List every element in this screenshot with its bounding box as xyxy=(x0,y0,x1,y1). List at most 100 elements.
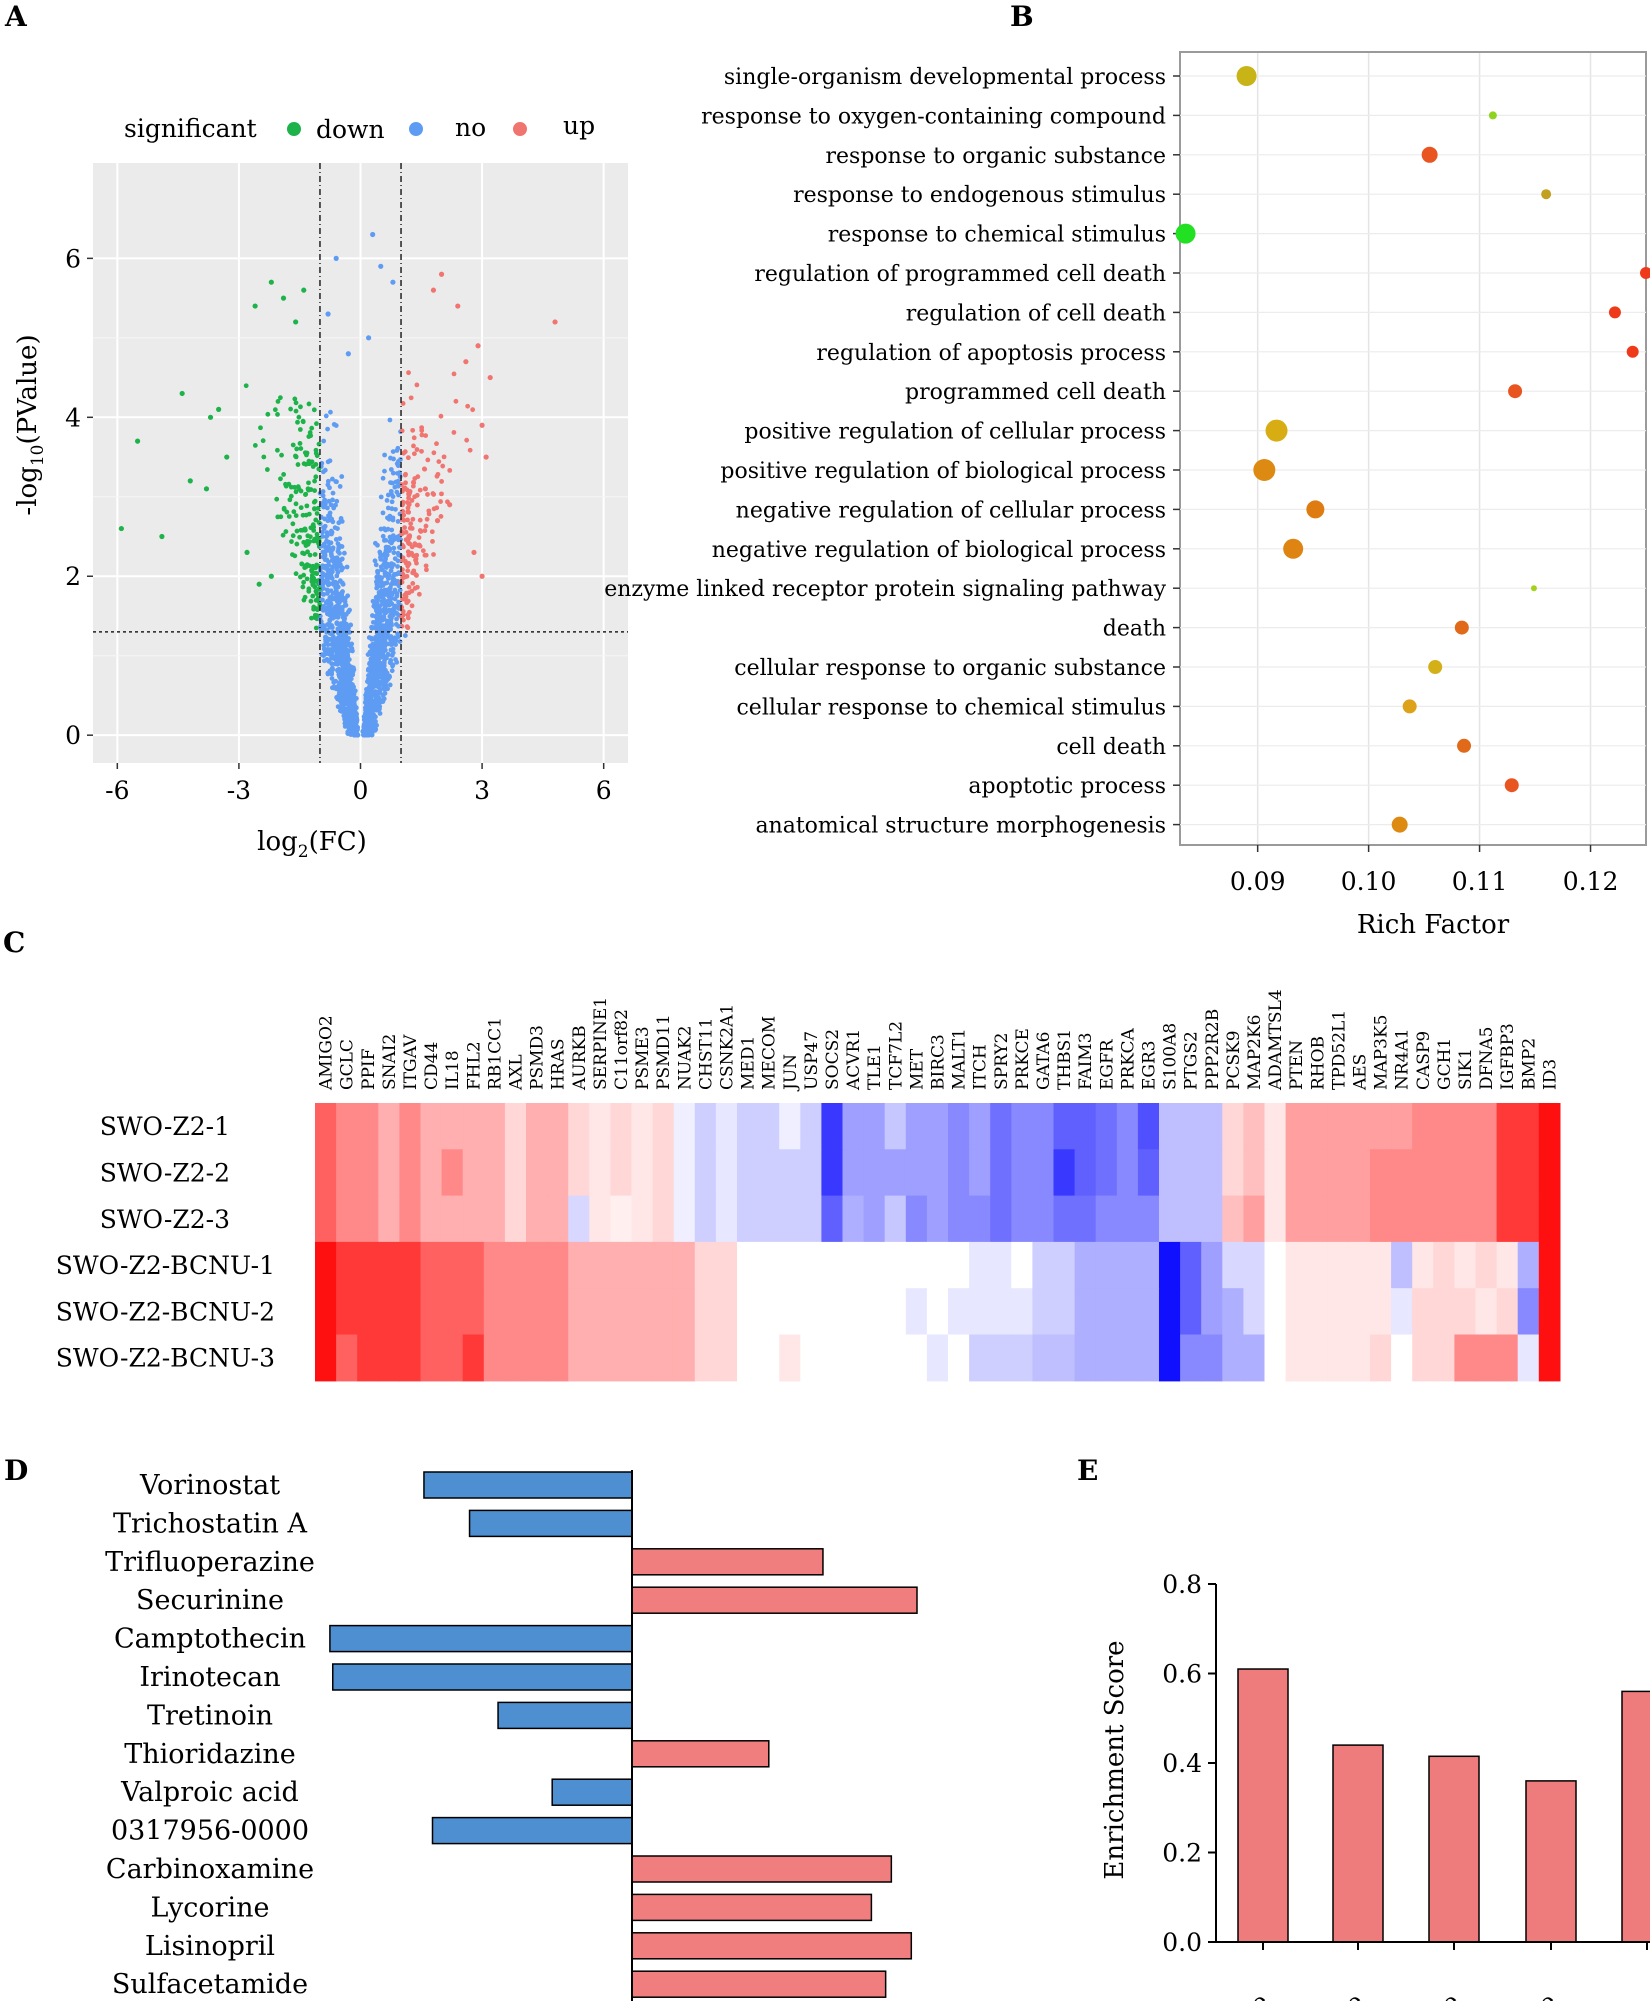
heatmap-cell xyxy=(399,1103,422,1150)
heatmap-cell xyxy=(863,1195,886,1243)
gene-point xyxy=(321,646,327,652)
term-label: response to oxygen-containing compound xyxy=(701,104,1166,129)
gene-point xyxy=(375,631,381,637)
gene-point xyxy=(377,640,383,645)
gene-point-no xyxy=(325,311,331,317)
gene-point xyxy=(394,616,399,622)
gene-point xyxy=(326,636,332,642)
gene-point xyxy=(407,490,412,496)
heatmap-cell xyxy=(1348,1288,1371,1336)
gene-point xyxy=(431,552,436,557)
gene-point xyxy=(390,590,395,596)
gene-point xyxy=(293,501,299,507)
gene-point xyxy=(395,550,401,556)
gene-point xyxy=(417,543,423,549)
gene-point xyxy=(339,694,345,700)
gene-point xyxy=(321,504,327,510)
heatmap-cell xyxy=(969,1288,991,1336)
heatmap-cell xyxy=(336,1334,358,1382)
gene-point xyxy=(381,538,387,543)
gene-point xyxy=(365,679,370,684)
heatmap-cell xyxy=(1053,1288,1076,1336)
heatmap-cell xyxy=(610,1288,633,1336)
term-bubble xyxy=(1306,500,1325,519)
gene-point xyxy=(405,563,411,569)
heatmap-cell xyxy=(336,1149,358,1197)
heatmap-cell xyxy=(990,1334,1012,1382)
gene-point xyxy=(385,492,391,498)
gene-point xyxy=(408,521,414,527)
heatmap-cell xyxy=(336,1103,358,1150)
heatmap-cell xyxy=(1370,1195,1392,1243)
gene-label: DFNA5 xyxy=(1477,1027,1497,1090)
gene-label: EGFR xyxy=(1097,1038,1117,1090)
gene-point xyxy=(439,491,444,497)
gene-point xyxy=(330,476,335,482)
heatmap-cell xyxy=(1180,1195,1202,1243)
gene-point xyxy=(380,592,386,597)
gene-point-up xyxy=(479,573,485,579)
term-bubble xyxy=(1402,699,1417,714)
heatmap-cell xyxy=(1454,1241,1477,1289)
gene-point xyxy=(275,514,281,520)
gene-point xyxy=(319,533,325,539)
gene-point xyxy=(333,678,339,684)
gene-point xyxy=(382,569,388,575)
heatmap-cell xyxy=(1306,1103,1329,1150)
heatmap-cell xyxy=(1391,1103,1413,1150)
gene-point-down xyxy=(252,303,258,309)
heatmap-cell xyxy=(504,1149,527,1197)
gene-label: TCF7L2 xyxy=(886,1021,906,1090)
heatmap-cell xyxy=(905,1103,928,1150)
go-enrichment-bubble-plot: single-organism developmental process res… xyxy=(604,51,1650,940)
heatmap-cell xyxy=(1433,1288,1455,1336)
gene-point xyxy=(380,533,386,539)
gene-point xyxy=(388,467,394,472)
heatmap-cell xyxy=(483,1334,506,1382)
gene-label: TLE1 xyxy=(865,1044,885,1090)
heatmap-cell xyxy=(1475,1103,1498,1150)
gene-point xyxy=(365,667,371,673)
gene-point xyxy=(417,487,423,493)
heatmap-cell xyxy=(758,1103,780,1150)
gene-point-down xyxy=(268,279,274,285)
gene-point xyxy=(327,612,332,618)
heatmap-cell xyxy=(441,1149,464,1197)
heatmap-cell xyxy=(990,1288,1012,1336)
heatmap-cell xyxy=(905,1288,928,1336)
gene-point xyxy=(317,602,323,608)
heatmap-cell xyxy=(1285,1241,1308,1289)
gene-point-up xyxy=(475,343,481,349)
gene-point xyxy=(382,633,388,639)
heatmap-cell xyxy=(1412,1288,1434,1336)
heatmap-cell xyxy=(842,1195,865,1243)
heatmap-cell xyxy=(378,1288,400,1336)
term-label: negative regulation of cellular process xyxy=(736,498,1166,523)
x-tick-label: 3 xyxy=(474,776,490,805)
heatmap-cell xyxy=(863,1334,886,1382)
heatmap-cell xyxy=(1011,1149,1033,1197)
gene-point xyxy=(400,574,405,580)
heatmap-cell xyxy=(1348,1241,1371,1289)
heatmap-cell xyxy=(1137,1195,1160,1243)
heatmap-cell xyxy=(800,1103,822,1150)
gene-point xyxy=(396,545,402,550)
heatmap-cell xyxy=(526,1334,548,1382)
heatmap-cell xyxy=(863,1103,886,1150)
gene-point xyxy=(384,497,390,503)
heatmap-cell xyxy=(842,1334,865,1382)
gene-point xyxy=(324,587,330,593)
heatmap-cell xyxy=(1159,1288,1181,1336)
gene-point xyxy=(385,526,391,532)
gene-point xyxy=(391,581,397,586)
gene-point xyxy=(293,513,299,518)
term-bubble xyxy=(1488,111,1497,120)
gene-point xyxy=(362,705,368,711)
heatmap-cell xyxy=(800,1334,822,1382)
gene-point xyxy=(327,668,333,674)
heatmap-cell xyxy=(420,1149,443,1197)
heatmap-cell xyxy=(1053,1334,1076,1382)
gene-point xyxy=(303,512,309,518)
gene-point xyxy=(325,505,330,511)
gene-point xyxy=(400,555,406,561)
